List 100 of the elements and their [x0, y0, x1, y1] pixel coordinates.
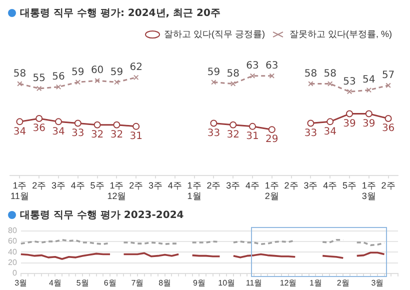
x-tick-label: 3주 — [148, 180, 163, 190]
x-tick-label: 3월 — [371, 278, 384, 288]
x-tick-label: 11월 — [246, 278, 262, 288]
point — [250, 73, 256, 78]
chart-title: 대통령 직무 수행 평가: 2024년, 최근 20주 — [20, 7, 220, 20]
point — [36, 115, 43, 122]
point — [365, 110, 372, 118]
x-tick-label: 7월 — [131, 278, 144, 288]
data-label: 58 — [304, 68, 318, 80]
legend-label: 잘못하고 있다(부정률, %) — [290, 28, 392, 39]
point — [210, 120, 218, 127]
x-tick-label: 2주 — [381, 180, 396, 190]
data-label: 34 — [324, 126, 336, 138]
data-label: 62 — [130, 62, 142, 74]
point — [17, 81, 22, 86]
point — [249, 122, 256, 130]
data-label: 59 — [72, 66, 84, 78]
data-label: 32 — [90, 129, 104, 140]
x-tick-label: 2월 — [336, 278, 350, 288]
data-label: 36 — [382, 123, 395, 134]
data-label: 58 — [324, 68, 336, 80]
point — [269, 73, 275, 78]
point — [230, 121, 237, 128]
data-label: 34 — [52, 126, 65, 138]
x-tick-label: 3주 — [51, 180, 66, 190]
point — [94, 78, 100, 84]
x-tick-label: 3주 — [304, 180, 318, 190]
x-tick-label: 3월 — [14, 278, 28, 288]
data-label: 32 — [110, 129, 124, 140]
point — [386, 82, 391, 88]
x-tick-label: 5주 — [342, 180, 357, 190]
point — [56, 84, 62, 90]
point — [132, 122, 140, 130]
y-tick-label: 40 — [8, 247, 18, 256]
data-label: 33 — [207, 128, 220, 139]
data-label: 58 — [13, 68, 26, 80]
data-label: 63 — [266, 60, 278, 72]
point — [211, 80, 216, 85]
x-tick-label: 1주 1월 — [187, 180, 202, 202]
x-tick-label: 10월 — [218, 278, 236, 288]
point — [326, 118, 334, 126]
x-tick-label: 1주 11월 — [10, 180, 29, 202]
point — [114, 80, 120, 85]
data-label: 58 — [226, 68, 240, 80]
data-label: 34 — [13, 126, 26, 138]
x-tick-label: 4주 — [245, 180, 260, 190]
legend-label: 잘하고 있다(직무 긍정률) — [164, 28, 266, 39]
x-tick-label: 4주 — [70, 180, 85, 190]
point — [74, 120, 82, 127]
data-label: 36 — [32, 123, 46, 134]
data-label: 33 — [304, 128, 318, 139]
data-label: 59 — [207, 66, 220, 78]
data-label: 29 — [266, 134, 278, 146]
data-label: 32 — [226, 129, 240, 140]
point — [133, 74, 139, 80]
data-label: 39 — [362, 118, 376, 130]
x-tick-label: 6월 — [104, 278, 116, 288]
data-label: 31 — [130, 131, 142, 142]
x-tick-label: 5주 — [90, 180, 104, 190]
x-tick-label: 2주 — [32, 180, 46, 190]
point — [36, 86, 42, 92]
point — [268, 126, 276, 134]
x-tick-label: 3주 — [226, 180, 240, 190]
point — [308, 81, 314, 86]
x-tick-label: 9월 — [192, 278, 206, 288]
data-label: 54 — [362, 74, 376, 86]
chart-title: 대통령 직무 수행 평가 2023-2024 — [20, 209, 184, 222]
point — [346, 110, 353, 118]
x-tick-label: 4주 — [168, 180, 182, 190]
data-label: 31 — [246, 131, 259, 142]
x-tick-label: 8월 — [158, 278, 172, 288]
point — [384, 115, 392, 122]
x-tick-label: 2주 — [284, 180, 298, 190]
x-tick-label: 4주 — [323, 180, 338, 190]
point — [16, 118, 24, 126]
x-tick-label: 1주 3월 — [362, 180, 376, 202]
data-label: 53 — [343, 76, 356, 88]
point — [94, 121, 101, 128]
x-tick-label: 2주 — [206, 180, 221, 190]
point — [327, 81, 333, 86]
data-label: 33 — [72, 128, 84, 139]
data-label: 56 — [52, 72, 65, 83]
x-tick-label: 12월 — [280, 278, 297, 288]
point — [55, 118, 62, 126]
y-tick-label: 80 — [8, 226, 18, 236]
point — [113, 121, 120, 128]
data-label: 63 — [246, 60, 259, 72]
y-tick-label: 60 — [8, 236, 18, 246]
x-tick-label: 5월 — [76, 278, 89, 288]
x-tick-label: 4월 — [48, 278, 62, 288]
point — [366, 87, 372, 93]
point — [307, 120, 314, 127]
data-label: 57 — [382, 70, 395, 81]
data-label: 55 — [32, 73, 46, 84]
y-tick-label: 20 — [8, 258, 18, 267]
data-label: 59 — [110, 66, 124, 78]
point — [230, 81, 236, 86]
point — [75, 80, 81, 85]
point — [346, 89, 352, 94]
x-tick-label: 1주 2월 — [264, 180, 279, 202]
